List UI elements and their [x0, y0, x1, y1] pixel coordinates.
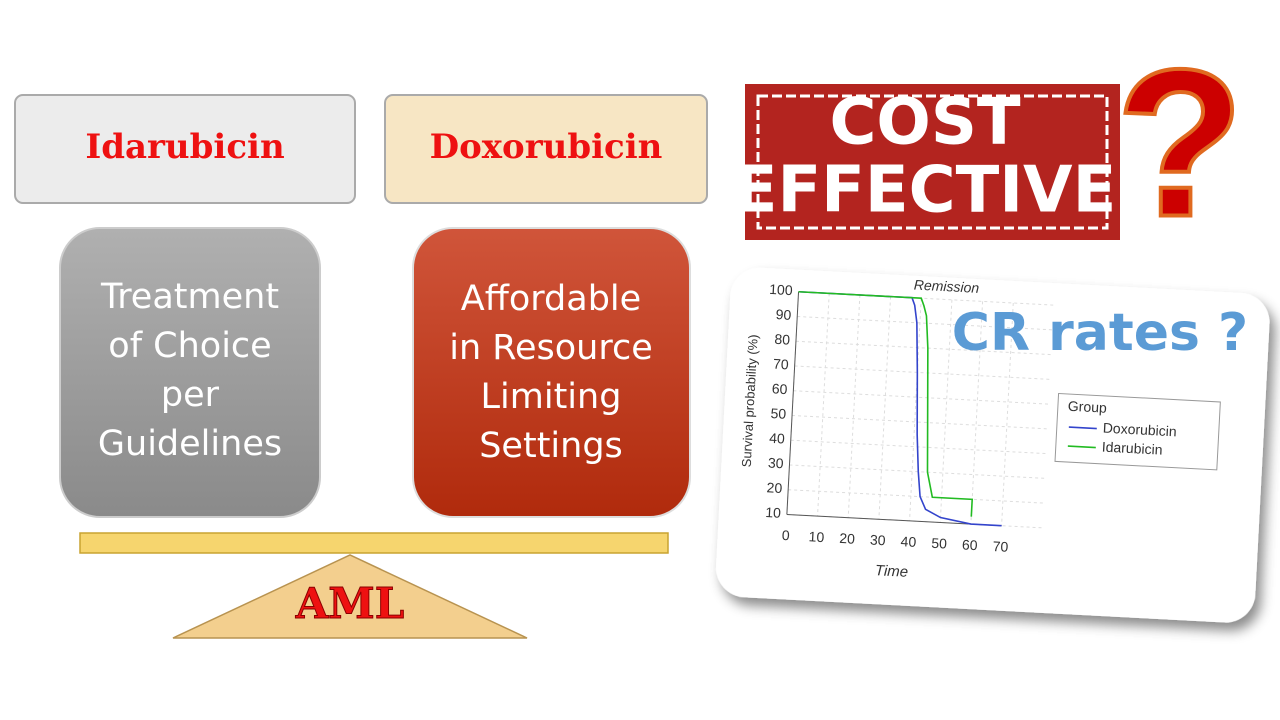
y-tick-label: 60 [771, 380, 788, 397]
question-mark: ? [1116, 25, 1244, 260]
cr-rates: CR rates ? [952, 303, 1248, 363]
y-tick-label: 80 [774, 331, 791, 348]
text-line: Affordable [461, 279, 641, 319]
x-tick-label: 10 [808, 528, 825, 545]
x-tick-label: 20 [839, 530, 856, 547]
grid-line [817, 293, 830, 517]
legend-box [1054, 392, 1221, 471]
axis [786, 291, 800, 515]
grid-line [788, 489, 1043, 504]
x-axis-label: Time [875, 562, 909, 581]
grid-line [797, 315, 1052, 331]
text-line: Treatment [100, 277, 279, 317]
series-line [798, 290, 974, 517]
y-tick-label: 40 [769, 430, 786, 447]
text-line: per [161, 375, 220, 415]
text-line: COST [829, 86, 1020, 160]
grid-line [795, 340, 1051, 356]
legend-label: Idarubicin [1101, 439, 1162, 458]
drug-label: Doxorubicin [430, 127, 663, 167]
text-line: Settings [479, 426, 623, 466]
chart-title: Remission [913, 276, 979, 295]
grid-line [789, 464, 1045, 479]
grid-line [1001, 302, 1014, 526]
text-line: of Choice [108, 326, 271, 366]
legend-title: Group [1068, 398, 1108, 416]
grid-line [847, 294, 861, 518]
x-tick-label: 40 [900, 533, 917, 550]
y-tick-label: 50 [770, 405, 787, 422]
text-line: in Resource [449, 328, 653, 368]
drug-label: Idarubicin [85, 127, 284, 167]
x-tick-label: 70 [992, 538, 1009, 555]
y-tick-label: 10 [765, 504, 782, 521]
info-text: Treatment of Choice per Guidelines [98, 277, 282, 464]
legend-swatch [1068, 426, 1097, 430]
card [716, 267, 1270, 623]
x-tick-label: 60 [962, 536, 979, 553]
y-axis-label: Survival probability (%) [739, 334, 761, 468]
chart: Remission Time Survival probability (%) 10 2… [739, 276, 1221, 581]
balance-beam [79, 532, 669, 554]
y-tick-label: 20 [766, 479, 783, 496]
axis [786, 513, 1002, 527]
grid-line [939, 299, 953, 523]
y-tick-label: 70 [773, 356, 790, 373]
grid-line [909, 298, 922, 521]
grid-line [794, 365, 1050, 380]
fulcrum [172, 554, 528, 639]
text-line: Guidelines [98, 424, 282, 464]
grid-line [793, 390, 1049, 405]
drug-box [14, 94, 356, 204]
y-tick-label: 90 [775, 306, 792, 323]
y-tick-label: 30 [768, 455, 785, 472]
stamp-border [756, 94, 1109, 230]
x-tick-label: 30 [870, 532, 887, 549]
grid-line [792, 414, 1047, 430]
grid-line [970, 301, 984, 525]
chart-card: Remission Time Survival probability (%) 10 2… [716, 267, 1270, 623]
text-line: Limiting [481, 377, 622, 417]
text-line: EFFECTIVE [734, 154, 1117, 228]
stamp [745, 84, 1120, 240]
info-text: Affordable in Resource Limiting Settings [449, 279, 653, 466]
x-tick-label: 0 [781, 527, 790, 543]
x-tick-label: 50 [931, 535, 948, 552]
series-line [798, 290, 1002, 527]
grid-line [878, 296, 892, 520]
info-box [412, 227, 691, 518]
y-tick-label: 100 [769, 281, 793, 298]
drug-box [384, 94, 708, 204]
fulcrum-label: AML [295, 579, 405, 628]
legend-swatch [1067, 445, 1096, 449]
info-box [59, 227, 321, 518]
legend-label: Doxorubicin [1102, 420, 1177, 440]
